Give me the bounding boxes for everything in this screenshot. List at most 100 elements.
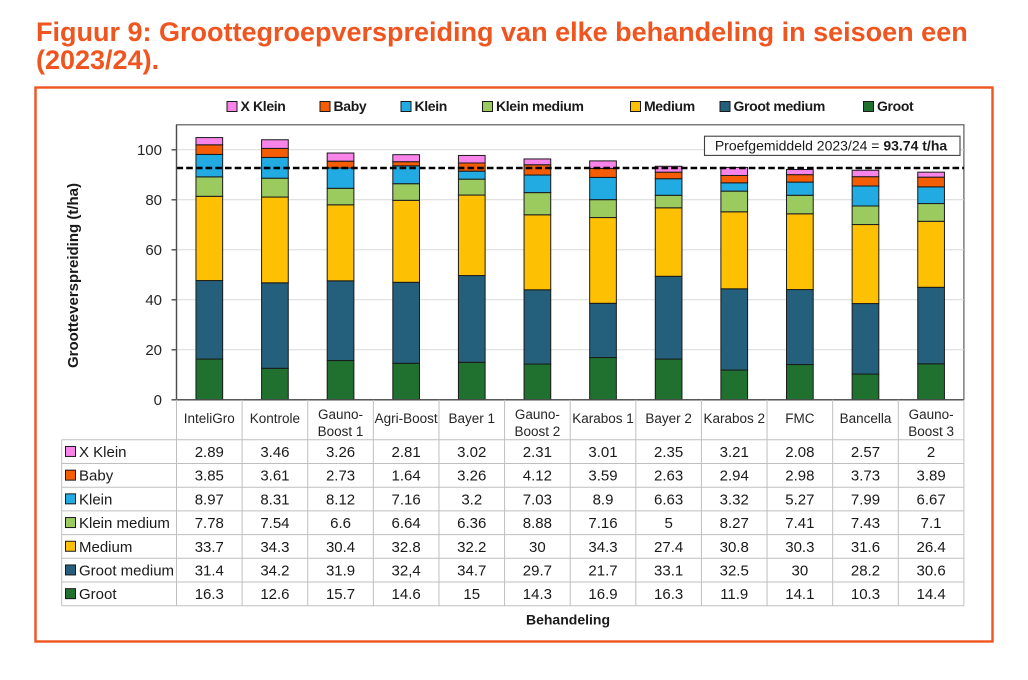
svg-text:60: 60 — [145, 242, 162, 259]
svg-text:Boost 3: Boost 3 — [908, 424, 954, 439]
svg-text:Karabos 2: Karabos 2 — [703, 411, 765, 426]
svg-text:34.3: 34.3 — [260, 539, 289, 556]
svg-text:Klein medium: Klein medium — [79, 515, 170, 532]
svg-text:3.85: 3.85 — [195, 468, 224, 485]
svg-text:0: 0 — [154, 392, 162, 409]
svg-text:1.64: 1.64 — [392, 468, 421, 485]
svg-text:34.3: 34.3 — [588, 539, 617, 556]
svg-text:34.7: 34.7 — [457, 562, 486, 579]
svg-text:20: 20 — [145, 342, 162, 359]
svg-text:8.27: 8.27 — [720, 515, 749, 532]
svg-text:3.26: 3.26 — [326, 444, 355, 461]
svg-text:Gauno-: Gauno- — [909, 407, 954, 422]
svg-text:15.7: 15.7 — [326, 586, 355, 603]
svg-text:Boost 2: Boost 2 — [514, 424, 560, 439]
svg-text:Baby: Baby — [79, 468, 114, 485]
svg-text:7.1: 7.1 — [921, 515, 942, 532]
svg-text:8.12: 8.12 — [326, 491, 355, 508]
svg-text:3.2: 3.2 — [461, 491, 482, 508]
svg-text:21.7: 21.7 — [588, 562, 617, 579]
svg-text:8.9: 8.9 — [593, 491, 614, 508]
svg-text:40: 40 — [145, 292, 162, 309]
svg-text:Grootteverspreiding (t/ha): Grootteverspreiding (t/ha) — [65, 183, 82, 368]
svg-text:3.59: 3.59 — [588, 468, 617, 485]
svg-text:Proefgemiddeld 2023/24 = 93.74: Proefgemiddeld 2023/24 = 93.74 t/ha — [715, 138, 948, 154]
svg-text:3.32: 3.32 — [720, 491, 749, 508]
svg-text:3.61: 3.61 — [260, 468, 289, 485]
svg-text:Groot: Groot — [79, 586, 117, 603]
svg-text:2.73: 2.73 — [326, 468, 355, 485]
svg-text:7.99: 7.99 — [851, 491, 880, 508]
svg-text:X Klein: X Klein — [241, 98, 286, 114]
svg-text:Groot: Groot — [877, 98, 914, 114]
svg-text:3.89: 3.89 — [916, 468, 945, 485]
svg-text:30.4: 30.4 — [326, 539, 355, 556]
svg-text:16.3: 16.3 — [195, 586, 224, 603]
svg-text:2.98: 2.98 — [785, 468, 814, 485]
svg-text:3.01: 3.01 — [588, 444, 617, 461]
svg-text:Gauno-: Gauno- — [515, 407, 560, 422]
svg-text:Bayer 2: Bayer 2 — [645, 411, 692, 426]
svg-text:31.4: 31.4 — [195, 562, 224, 579]
svg-text:5.27: 5.27 — [785, 491, 814, 508]
svg-text:Boost 1: Boost 1 — [318, 424, 364, 439]
svg-text:3.21: 3.21 — [720, 444, 749, 461]
svg-text:33.1: 33.1 — [654, 562, 683, 579]
svg-text:32.2: 32.2 — [457, 539, 486, 556]
svg-text:InteliGro: InteliGro — [184, 411, 235, 426]
svg-text:14.6: 14.6 — [392, 586, 421, 603]
svg-text:2.94: 2.94 — [720, 468, 749, 485]
svg-text:6.64: 6.64 — [392, 515, 421, 532]
svg-text:33.7: 33.7 — [195, 539, 224, 556]
svg-text:2.63: 2.63 — [654, 468, 683, 485]
svg-text:2.35: 2.35 — [654, 444, 683, 461]
svg-text:14.1: 14.1 — [785, 586, 814, 603]
svg-text:Behandeling: Behandeling — [526, 612, 610, 628]
svg-text:6.36: 6.36 — [457, 515, 486, 532]
svg-text:16.3: 16.3 — [654, 586, 683, 603]
svg-text:26.4: 26.4 — [916, 539, 945, 556]
svg-text:12.6: 12.6 — [260, 586, 289, 603]
svg-text:Bayer 1: Bayer 1 — [449, 411, 496, 426]
svg-text:Agri-Boost: Agri-Boost — [375, 411, 438, 426]
svg-text:29.7: 29.7 — [523, 562, 552, 579]
svg-text:32.8: 32.8 — [392, 539, 421, 556]
svg-text:2.81: 2.81 — [392, 444, 421, 461]
svg-text:14.3: 14.3 — [523, 586, 552, 603]
svg-text:3.26: 3.26 — [457, 468, 486, 485]
svg-text:FMC: FMC — [785, 411, 814, 426]
svg-text:32,4: 32,4 — [392, 562, 421, 579]
svg-text:16.9: 16.9 — [588, 586, 617, 603]
svg-text:Gauno-: Gauno- — [318, 407, 363, 422]
svg-text:8.88: 8.88 — [523, 515, 552, 532]
svg-text:8.31: 8.31 — [260, 491, 289, 508]
svg-text:6.6: 6.6 — [330, 515, 351, 532]
svg-text:Bancella: Bancella — [840, 411, 892, 426]
svg-text:Klein medium: Klein medium — [496, 98, 584, 114]
svg-text:3.02: 3.02 — [457, 444, 486, 461]
svg-text:2.08: 2.08 — [785, 444, 814, 461]
svg-text:30.8: 30.8 — [720, 539, 749, 556]
svg-text:Kontrole: Kontrole — [250, 411, 300, 426]
svg-text:Figuur 9: Groottegroepversprei: Figuur 9: Groottegroepverspreiding van e… — [36, 17, 968, 47]
svg-text:14.4: 14.4 — [916, 586, 945, 603]
svg-text:7.54: 7.54 — [260, 515, 289, 532]
svg-text:Medium: Medium — [79, 539, 132, 556]
svg-text:Groot medium: Groot medium — [734, 98, 825, 114]
svg-text:27.4: 27.4 — [654, 539, 683, 556]
svg-text:28.2: 28.2 — [851, 562, 880, 579]
svg-text:15: 15 — [463, 586, 480, 603]
svg-text:32.5: 32.5 — [720, 562, 749, 579]
svg-text:X Klein: X Klein — [79, 444, 127, 461]
svg-text:30: 30 — [792, 562, 809, 579]
svg-text:Klein: Klein — [415, 98, 447, 114]
svg-text:11.9: 11.9 — [720, 586, 748, 603]
svg-text:30: 30 — [529, 539, 546, 556]
svg-text:Medium: Medium — [644, 98, 695, 114]
svg-text:30.3: 30.3 — [785, 539, 814, 556]
svg-text:7.43: 7.43 — [851, 515, 880, 532]
svg-text:6.63: 6.63 — [654, 491, 683, 508]
svg-text:2.57: 2.57 — [851, 444, 880, 461]
svg-text:34.2: 34.2 — [260, 562, 289, 579]
svg-text:Karabos 1: Karabos 1 — [572, 411, 634, 426]
